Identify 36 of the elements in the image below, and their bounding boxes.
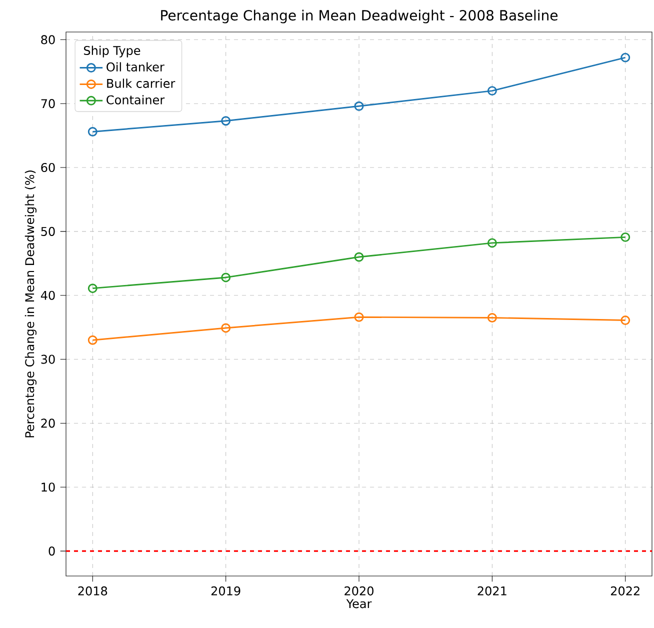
point <box>221 323 231 333</box>
y-tick-label: 40 <box>40 290 55 300</box>
x-tick-label: 2018 <box>78 586 108 596</box>
point <box>620 52 630 62</box>
point <box>354 252 364 262</box>
y-tick-label: 30 <box>41 354 55 364</box>
point <box>354 101 364 111</box>
point <box>354 312 364 322</box>
point <box>221 272 231 282</box>
y-tick-label: 0 <box>48 546 55 556</box>
point <box>221 116 231 126</box>
y-tick-label: 60 <box>41 162 55 172</box>
x-axis-title: Year <box>346 599 372 608</box>
point <box>487 238 497 248</box>
y-tick-label: 50 <box>41 226 55 236</box>
point <box>88 335 98 345</box>
chart-title: Percentage Change in Mean Deadweight - 2008 Baseline <box>161 10 558 24</box>
x-tick-label: 2021 <box>478 586 506 596</box>
point <box>88 126 98 136</box>
y-tick-label: 10 <box>42 482 55 492</box>
point <box>487 313 497 322</box>
y-axis-title: Percentage Change in Mean Deadweight (%) <box>24 170 37 438</box>
point <box>620 316 630 326</box>
x-tick-label: 2020 <box>344 586 374 596</box>
x-tick-label: 2022 <box>610 586 640 596</box>
legend-label: Oil tanker <box>106 62 164 72</box>
legend-label: Bulk carrier <box>107 78 176 88</box>
x-tick-label: 2019 <box>211 586 240 596</box>
y-tick-label: 80 <box>41 35 55 44</box>
point <box>620 232 630 242</box>
point <box>487 86 497 96</box>
legend-label: Container <box>106 95 165 104</box>
legend-title: Ship Type <box>84 46 140 58</box>
y-tick-label: 70 <box>41 99 55 108</box>
point <box>88 284 98 294</box>
y-tick-label: 20 <box>41 418 55 428</box>
